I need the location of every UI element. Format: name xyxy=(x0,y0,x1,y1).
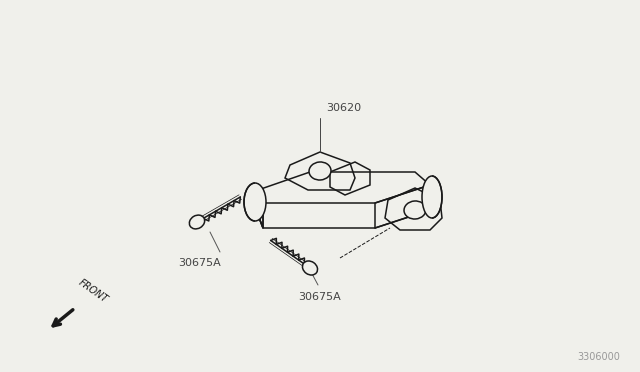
Ellipse shape xyxy=(303,261,317,275)
Ellipse shape xyxy=(404,201,426,219)
Ellipse shape xyxy=(422,176,442,218)
Text: 30675A: 30675A xyxy=(298,292,340,302)
Text: FRONT: FRONT xyxy=(77,278,110,305)
Text: 30675A: 30675A xyxy=(178,258,221,268)
Text: 30620: 30620 xyxy=(326,103,361,113)
Text: 3306000: 3306000 xyxy=(577,352,620,362)
Ellipse shape xyxy=(189,215,205,229)
Ellipse shape xyxy=(309,162,331,180)
Ellipse shape xyxy=(244,183,266,221)
